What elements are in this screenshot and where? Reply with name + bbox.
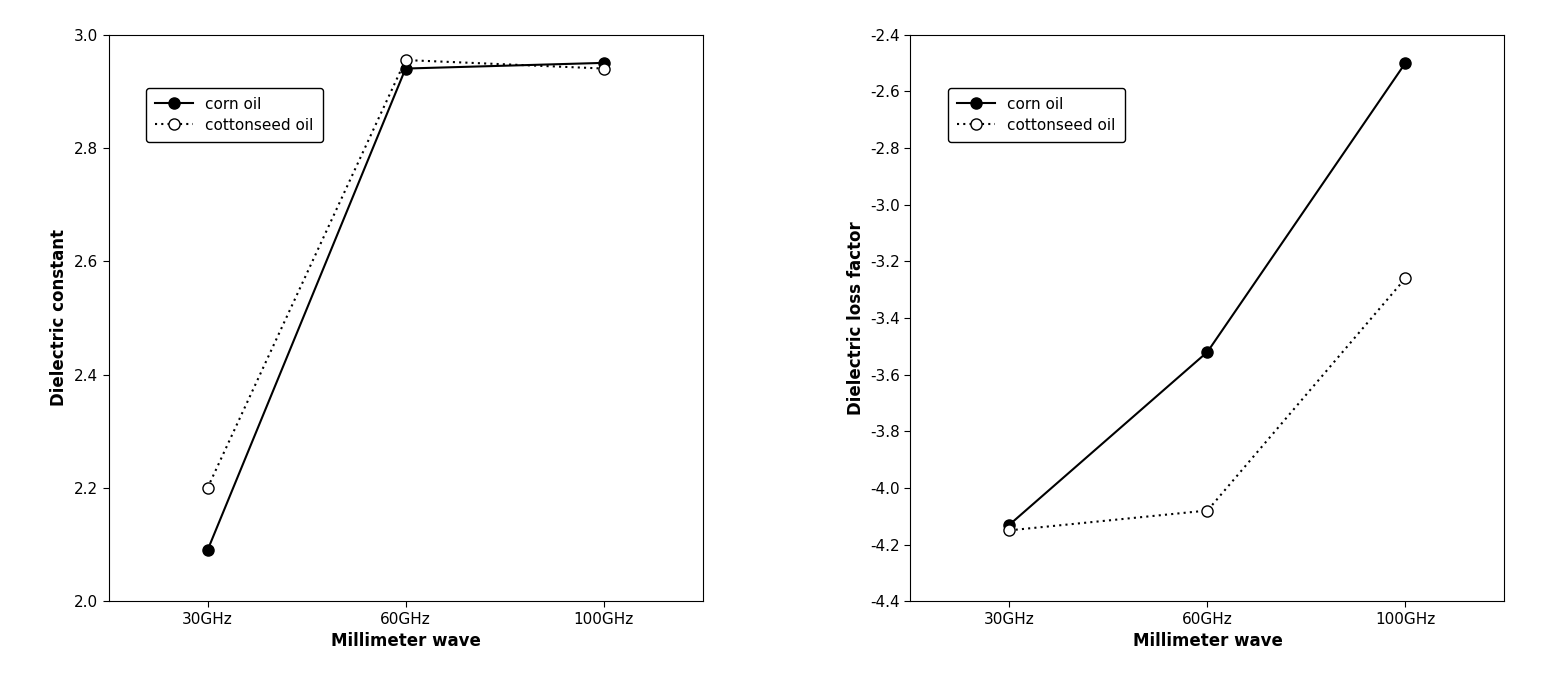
Line: cottonseed oil: cottonseed oil: [202, 55, 610, 493]
Line: corn oil: corn oil: [202, 57, 610, 556]
corn oil: [594, 59, 613, 67]
Y-axis label: Dielectric loss factor: Dielectric loss factor: [847, 221, 864, 415]
Y-axis label: Dielectric constant: Dielectric constant: [50, 229, 68, 406]
corn oil: [396, 64, 414, 73]
corn oil: [1396, 59, 1415, 67]
cottonseed oil: [1199, 507, 1218, 515]
X-axis label: Millimeter wave: Millimeter wave: [330, 632, 481, 650]
cottonseed oil: [594, 64, 613, 73]
cottonseed oil: [199, 484, 217, 492]
Line: cottonseed oil: cottonseed oil: [1003, 273, 1411, 536]
corn oil: [1199, 348, 1218, 356]
Line: corn oil: corn oil: [1003, 57, 1411, 530]
X-axis label: Millimeter wave: Millimeter wave: [1132, 632, 1283, 650]
corn oil: [199, 546, 217, 554]
cottonseed oil: [1000, 527, 1019, 535]
cottonseed oil: [1396, 274, 1415, 283]
cottonseed oil: [396, 56, 414, 64]
corn oil: [1000, 520, 1019, 529]
Legend: corn oil, cottonseed oil: corn oil, cottonseed oil: [948, 88, 1124, 142]
Legend: corn oil, cottonseed oil: corn oil, cottonseed oil: [146, 88, 323, 142]
